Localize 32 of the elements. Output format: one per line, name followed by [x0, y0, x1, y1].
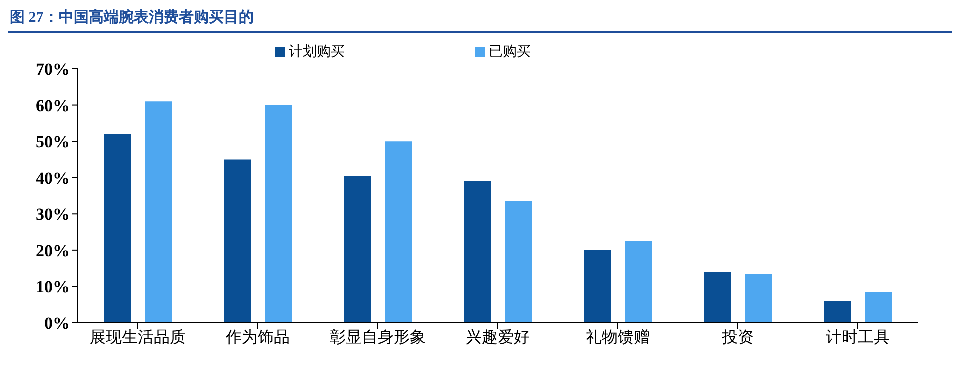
bar [344, 176, 372, 323]
bar [865, 292, 892, 323]
bar [104, 134, 132, 323]
legend-label: 已购买 [489, 44, 531, 60]
bar [224, 160, 252, 323]
y-tick-label: 50% [36, 132, 70, 152]
bar [385, 142, 412, 323]
bar [745, 274, 772, 323]
x-tick-label: 投资 [721, 327, 754, 346]
bar [584, 250, 612, 323]
bar [464, 181, 492, 323]
legend-label: 计划购买 [289, 44, 345, 60]
x-tick-label: 计时工具 [826, 327, 890, 346]
x-tick-label: 作为饰品 [225, 327, 290, 346]
y-tick-label: 70% [36, 60, 70, 80]
bar [824, 301, 852, 323]
bar [145, 102, 172, 323]
bar [265, 105, 292, 323]
bar [505, 201, 532, 323]
x-tick-label: 兴趣爱好 [466, 327, 530, 346]
chart-title: 图 27：中国高端腕表消费者购买目的 [8, 8, 952, 33]
y-tick-label: 30% [36, 205, 70, 224]
x-tick-label: 礼物馈赠 [586, 327, 650, 346]
bar [704, 272, 732, 323]
y-tick-label: 60% [36, 96, 70, 116]
y-tick-label: 10% [36, 278, 70, 297]
y-tick-label: 40% [36, 168, 70, 188]
y-tick-label: 0% [44, 314, 70, 334]
y-tick-label: 20% [36, 241, 70, 260]
x-tick-label: 彰显自身形象 [330, 327, 426, 346]
bar [625, 241, 652, 323]
x-tick-label: 展现生活品质 [90, 327, 186, 346]
